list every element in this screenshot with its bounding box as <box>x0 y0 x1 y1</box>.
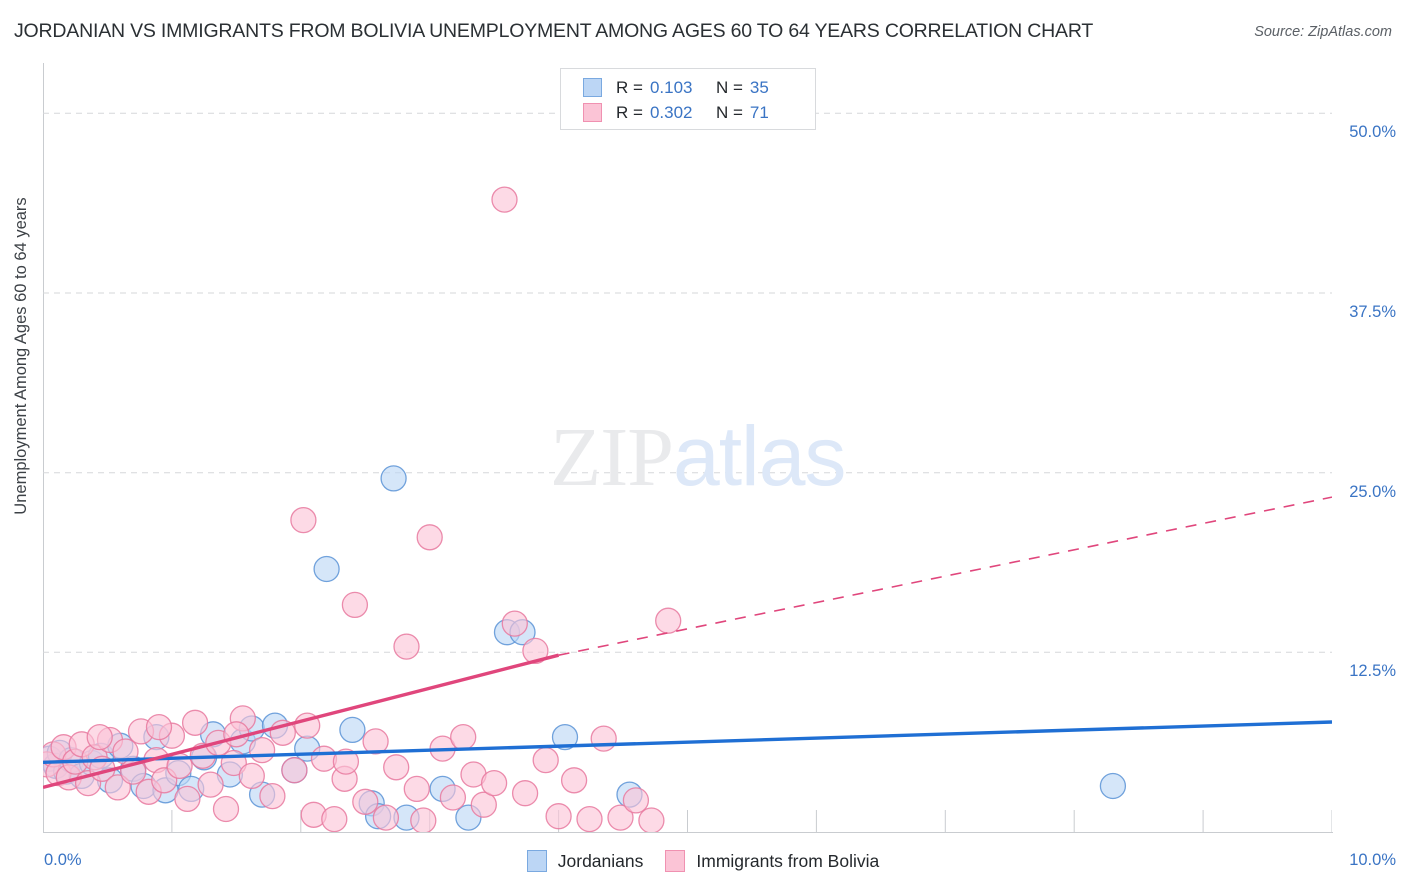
legend-swatch-bolivia <box>583 103 602 122</box>
correlation-row-bolivia: R = 0.302 N = 71 <box>583 100 815 125</box>
n-value-jordanians: 35 <box>749 77 769 97</box>
correlation-row-jordanians: R = 0.103 N = 35 <box>583 75 815 100</box>
x-axis-line <box>43 832 1333 833</box>
page-title: JORDANIAN VS IMMIGRANTS FROM BOLIVIA UNE… <box>14 20 1094 42</box>
n-value-bolivia: 71 <box>749 102 769 122</box>
r-value-bolivia: 0.302 <box>649 102 693 122</box>
legend-label-bolivia: Immigrants from Bolivia <box>696 850 880 871</box>
n-label-bolivia: N = <box>715 102 743 122</box>
x-axis-min-label: 0.0% <box>44 851 82 869</box>
r-label-jordanians: R = <box>616 77 643 97</box>
correlation-legend: R = 0.103 N = 35 R = 0.302 N = 71 <box>560 68 816 130</box>
legend-item-bolivia[interactable]: Immigrants from Bolivia <box>665 850 879 872</box>
legend-item-jordanians[interactable]: Jordanians <box>526 850 644 872</box>
series-legend: Jordanians Immigrants from Bolivia <box>0 850 1406 872</box>
plot-area <box>43 63 1332 832</box>
y-axis-tick-250: 25.0% <box>1349 482 1396 501</box>
n-label-jordanians: N = <box>715 77 743 97</box>
legend-color-jordanians <box>526 850 547 872</box>
y-axis-tick-500: 50.0% <box>1349 123 1396 142</box>
legend-color-bolivia <box>665 850 686 872</box>
r-label-bolivia: R = <box>616 102 643 122</box>
source-label: Source: ZipAtlas.com <box>1254 24 1392 40</box>
r-value-jordanians: 0.103 <box>649 77 693 97</box>
legend-label-jordanians: Jordanians <box>557 850 644 871</box>
y-axis-tick-375: 37.5% <box>1349 302 1396 321</box>
x-axis-max-label: 10.0% <box>1349 851 1396 869</box>
y-axis-tick-125: 12.5% <box>1349 662 1396 681</box>
legend-swatch-jordanians <box>583 78 602 97</box>
y-axis-line <box>43 63 44 832</box>
scatter-svg <box>43 112 1332 832</box>
